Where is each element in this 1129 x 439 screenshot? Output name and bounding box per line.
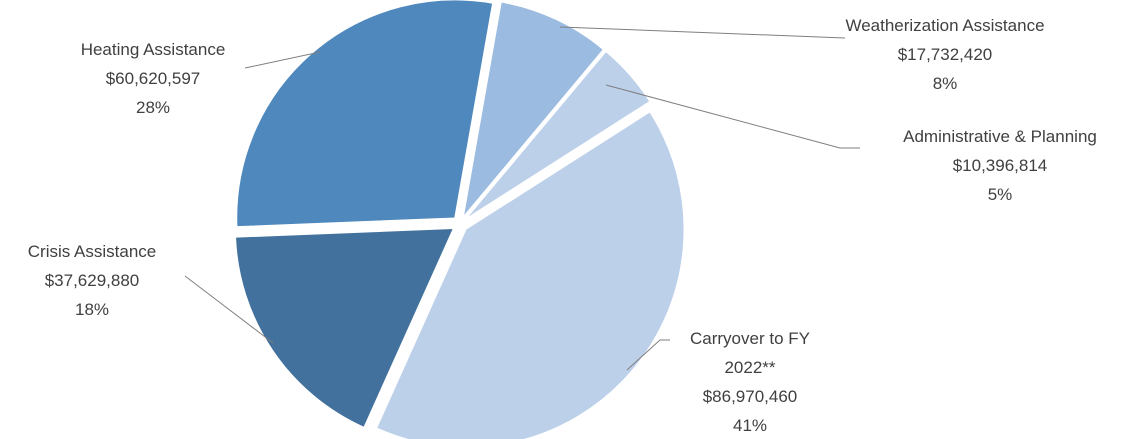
slice-amount: $60,620,597	[106, 69, 201, 88]
leader-line-weatherization	[559, 26, 846, 39]
slice-crisis	[235, 227, 455, 428]
slice-weatherization	[462, 1, 604, 219]
slice-amount: $86,970,460	[703, 387, 798, 406]
slice-amount: $37,629,880	[45, 271, 140, 290]
leader-line-administrative	[605, 84, 860, 149]
slice-percent: 18%	[75, 300, 109, 319]
slice-label: Administrative & Planning	[903, 127, 1097, 146]
slice-administrative	[465, 50, 651, 220]
slice-label: Crisis Assistance	[28, 242, 156, 261]
data-label-carryover: Carryover to FY 2022** $86,970,460 41%	[690, 329, 810, 435]
data-label-administrative: Administrative & Planning $10,396,814 5%	[903, 127, 1097, 204]
leader-line-heating	[244, 51, 321, 69]
leader-line-crisis	[184, 275, 274, 344]
data-label-crisis: Crisis Assistance $37,629,880 18%	[28, 242, 156, 319]
slice-percent: 5%	[988, 185, 1013, 204]
slice-percent: 28%	[136, 98, 170, 117]
slice-heating	[236, 0, 494, 228]
slice-percent: 8%	[933, 74, 958, 93]
slice-label: Heating Assistance	[81, 40, 226, 59]
slice-carryover	[375, 111, 685, 439]
slice-label: Weatherization Assistance	[845, 16, 1044, 35]
pie-slices	[235, 0, 685, 439]
slice-label-line-2: 2022**	[724, 358, 775, 377]
slice-amount: $10,396,814	[953, 156, 1048, 175]
leader-line-carryover	[626, 339, 670, 371]
data-label-heating: Heating Assistance $60,620,597 28%	[81, 40, 226, 117]
data-label-weatherization: Weatherization Assistance $17,732,420 8%	[845, 16, 1044, 93]
leader-lines	[184, 26, 860, 371]
slice-amount: $17,732,420	[898, 45, 993, 64]
slice-label-line-1: Carryover to FY	[690, 329, 810, 348]
slice-percent: 41%	[733, 416, 767, 435]
